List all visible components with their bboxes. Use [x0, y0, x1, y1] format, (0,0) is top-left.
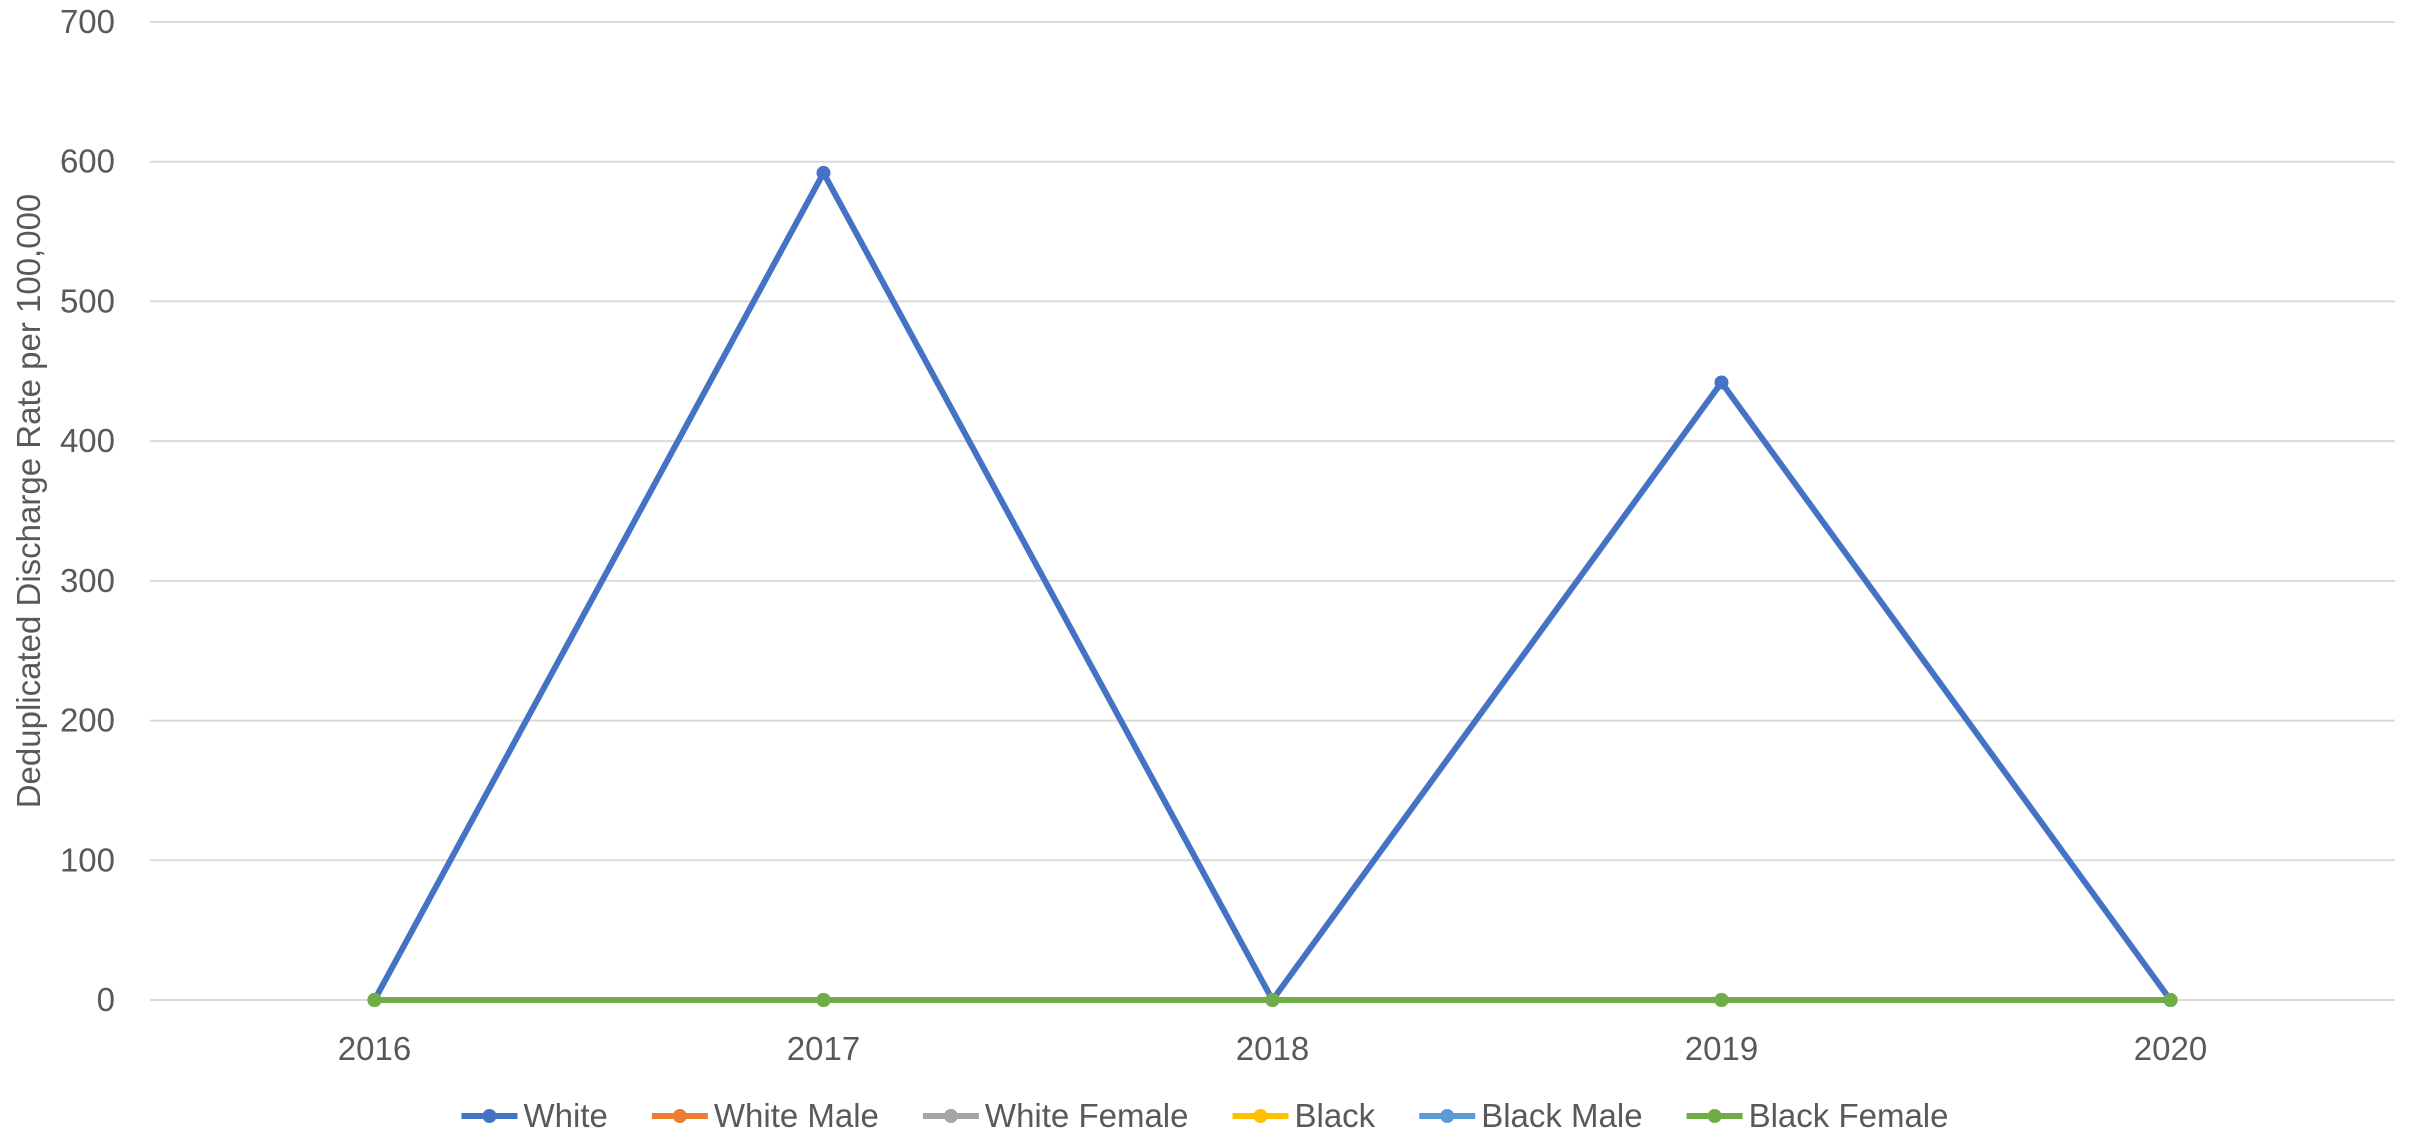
legend-swatch-marker	[943, 1109, 958, 1123]
data-point	[1265, 993, 1280, 1007]
legend-swatch-marker	[1253, 1109, 1268, 1123]
legend-swatch-marker	[482, 1109, 497, 1123]
legend-swatch-marker	[1440, 1109, 1455, 1123]
y-tick-label: 400	[60, 422, 115, 459]
y-axis-ticks: 0 100 200 300 400 500 600 700	[60, 3, 115, 1018]
data-point	[816, 993, 831, 1007]
legend-label: Black	[1294, 1097, 1375, 1134]
legend-swatch-marker	[672, 1109, 687, 1123]
legend: White White Male White Female Black Black Ma…	[461, 1097, 1949, 1134]
y-axis-title: Deduplicated Discharge Rate per 100,000	[10, 194, 47, 809]
data-point	[367, 993, 382, 1007]
data-point	[816, 165, 831, 180]
x-tick-label: 2020	[2134, 1030, 2207, 1067]
legend-label: Black Female	[1749, 1097, 1949, 1134]
legend-swatch-marker	[1707, 1109, 1722, 1123]
data-point	[2163, 993, 2178, 1007]
x-axis-ticks: 2016 2017 2018 2019 2020	[338, 1030, 2207, 1067]
series-layer	[367, 165, 2178, 1007]
series-white	[367, 165, 2178, 1007]
series-black-female	[367, 993, 2178, 1007]
gridlines	[150, 21, 2395, 1001]
y-tick-label: 200	[60, 702, 115, 739]
series-line	[371, 169, 2174, 1003]
y-tick-label: 600	[60, 143, 115, 180]
data-point	[1714, 375, 1729, 390]
x-tick-label: 2016	[338, 1030, 411, 1067]
legend-label: Black Male	[1481, 1097, 1642, 1134]
y-tick-label: 300	[60, 562, 115, 599]
legend-label: White	[524, 1097, 608, 1134]
y-tick-label: 100	[60, 841, 115, 878]
y-tick-label: 500	[60, 282, 115, 319]
y-tick-label: 0	[97, 981, 115, 1018]
x-tick-label: 2017	[787, 1030, 860, 1067]
x-tick-label: 2019	[1685, 1030, 1758, 1067]
legend-label: White Female	[985, 1097, 1189, 1134]
data-point	[1714, 993, 1729, 1007]
x-tick-label: 2018	[1236, 1030, 1309, 1067]
y-tick-label: 700	[60, 3, 115, 40]
legend-label: White Male	[714, 1097, 879, 1134]
